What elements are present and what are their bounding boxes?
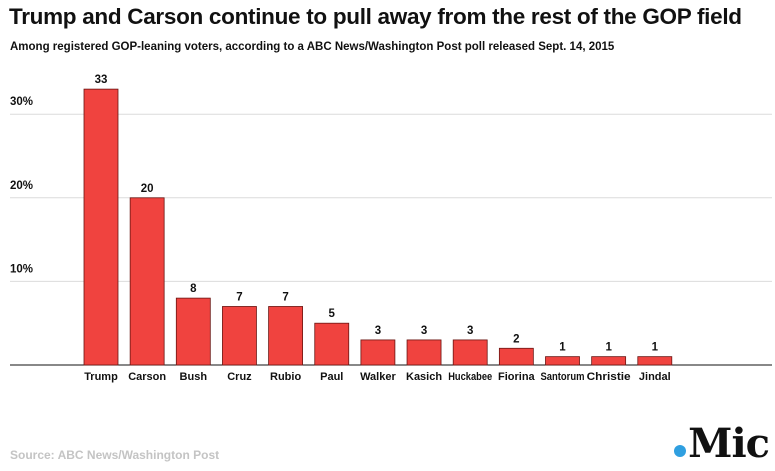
- logo-dot-icon: [674, 445, 687, 457]
- bar: [637, 356, 673, 366]
- bar: [314, 322, 350, 366]
- bar-value-label: 7: [282, 291, 288, 303]
- x-tick-label: Kasich: [406, 371, 442, 383]
- bar-value-label: 1: [605, 342, 612, 354]
- source-note: Source: ABC News/Washington Post: [10, 448, 220, 462]
- bar-value-label: 1: [559, 342, 566, 354]
- chart-title: Trump and Carson continue to pull away f…: [9, 4, 742, 29]
- bar-value-label: 7: [236, 291, 242, 303]
- bar: [222, 306, 257, 366]
- y-tick-label: 30%: [10, 96, 33, 108]
- bar-value-label: 33: [95, 74, 108, 86]
- bar-value-label: 8: [190, 283, 197, 295]
- mic-logo: Mic: [674, 424, 770, 464]
- y-tick-label: 10%: [10, 263, 33, 275]
- bar-value-label: 3: [467, 325, 473, 337]
- x-tick-label: Walker: [360, 371, 396, 383]
- bar-value-label: 1: [652, 342, 659, 354]
- bar: [175, 297, 211, 366]
- bar: [406, 339, 442, 366]
- x-tick-label: Christie: [587, 371, 631, 383]
- x-tick-label: Huckabee: [448, 371, 492, 383]
- x-tick-label: Carson: [128, 371, 166, 383]
- bar: [545, 356, 580, 366]
- chart-subtitle: Among registered GOP-leaning voters, acc…: [10, 41, 615, 53]
- x-tick-label: Rubio: [270, 371, 301, 383]
- y-tick-label: 20%: [10, 180, 33, 192]
- bar: [268, 306, 304, 366]
- x-tick-label: Paul: [320, 371, 343, 383]
- bar: [129, 197, 165, 366]
- x-tick-label: Cruz: [227, 371, 252, 383]
- bar: [498, 347, 534, 366]
- bar-value-label: 20: [141, 183, 154, 195]
- logo-text: Mic: [688, 420, 770, 467]
- bar: [452, 339, 488, 366]
- bar-value-label: 3: [375, 325, 381, 337]
- x-tick-label: Jindal: [639, 371, 671, 383]
- x-tick-label: Trump: [84, 371, 118, 383]
- bar: [83, 88, 119, 366]
- bar: [591, 356, 627, 366]
- bar-value-label: 5: [329, 308, 336, 320]
- x-tick-label: Fiorina: [498, 371, 536, 383]
- x-tick-label: Santorum: [541, 371, 585, 383]
- bar-value-label: 2: [513, 333, 519, 345]
- bar: [360, 339, 396, 366]
- x-tick-label: Bush: [180, 371, 208, 383]
- bar-value-label: 3: [421, 325, 427, 337]
